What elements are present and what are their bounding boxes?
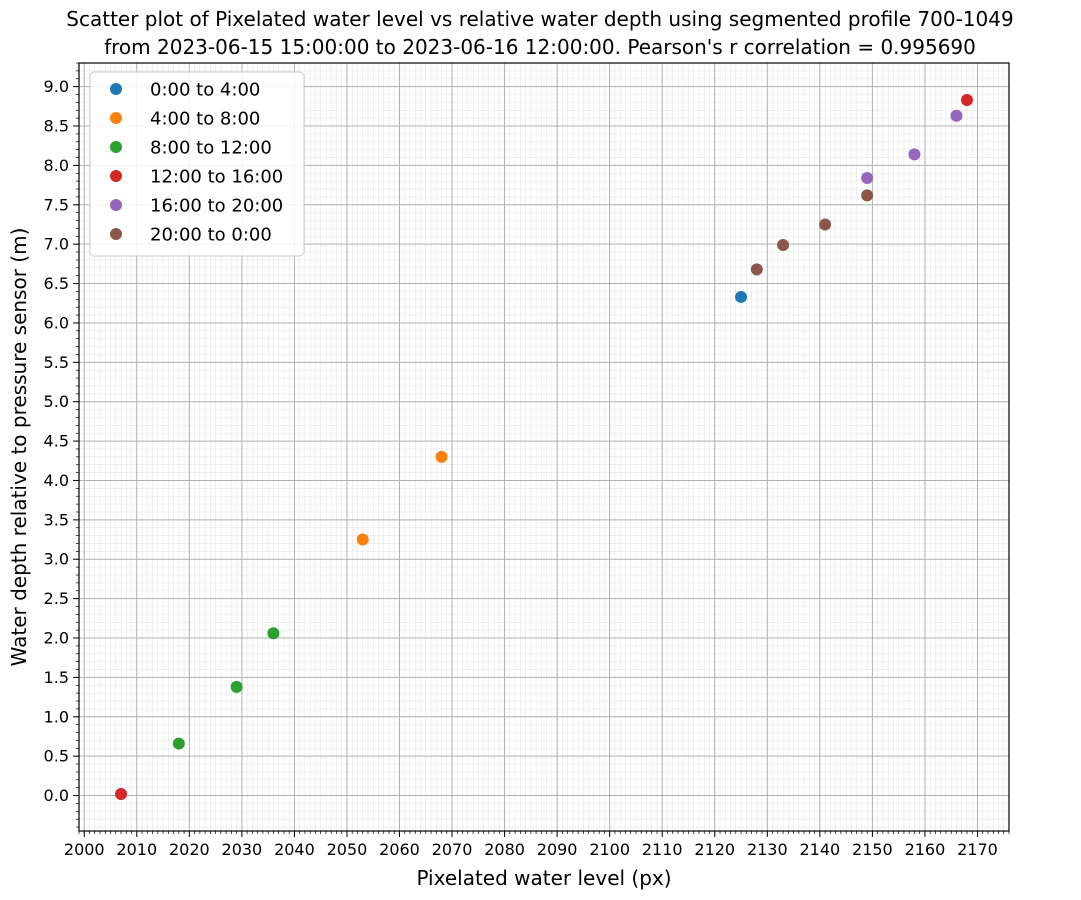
legend-label: 4:00 to 8:00 — [150, 109, 260, 130]
y-tick-label: 8.0 — [44, 156, 69, 175]
legend-label: 12:00 to 16:00 — [150, 167, 283, 188]
x-tick-label: 2120 — [694, 840, 735, 859]
data-point — [777, 238, 790, 251]
x-tick-label: 2130 — [747, 840, 788, 859]
y-tick-label: 7.0 — [44, 235, 69, 254]
x-tick-label: 2050 — [327, 840, 368, 859]
data-point — [435, 450, 448, 463]
legend-label: 8:00 to 12:00 — [150, 138, 272, 159]
y-tick-label: 3.5 — [44, 510, 69, 529]
y-tick-label: 6.0 — [44, 313, 69, 332]
y-tick-label: 4.5 — [44, 432, 69, 451]
data-point — [267, 627, 280, 640]
data-point — [735, 290, 748, 303]
x-tick-label: 2070 — [432, 840, 473, 859]
x-tick-label: 2000 — [64, 840, 105, 859]
x-tick-label: 2110 — [642, 840, 683, 859]
data-point — [356, 533, 369, 546]
legend-box — [89, 71, 305, 257]
legend-entry: 20:00 to 0:00 — [110, 225, 272, 246]
x-tick-label: 2100 — [589, 840, 630, 859]
y-tick-label: 9.0 — [44, 77, 69, 96]
x-axis-label: Pixelated water level (px) — [416, 866, 671, 890]
data-point — [819, 218, 832, 231]
y-tick-label: 5.0 — [44, 392, 69, 411]
data-points — [115, 94, 973, 800]
y-tick-label: 7.5 — [44, 195, 69, 214]
legend-label: 0:00 to 4:00 — [150, 80, 260, 101]
legend: 0:00 to 4:00 4:00 to 8:00 8:00 to 12:00 12:… — [89, 71, 305, 257]
x-tick-label: 2150 — [852, 840, 893, 859]
y-tick-label: 1.0 — [44, 707, 69, 726]
legend-marker — [110, 83, 122, 95]
x-tick-label: 2030 — [222, 840, 263, 859]
x-tick-label: 2080 — [484, 840, 525, 859]
y-tick-label: 2.0 — [44, 629, 69, 648]
legend-label: 16:00 to 20:00 — [150, 196, 283, 217]
x-tick-label: 2060 — [379, 840, 420, 859]
legend-marker — [110, 228, 122, 240]
axis-ticks — [73, 62, 1010, 837]
legend-marker — [110, 199, 122, 211]
y-axis-label: Water depth relative to pressure sensor … — [7, 228, 31, 667]
y-tick-label: 2.5 — [44, 589, 69, 608]
legend-entry: 12:00 to 16:00 — [110, 167, 283, 188]
x-tick-label: 2140 — [799, 840, 840, 859]
legend-entry: 0:00 to 4:00 — [110, 80, 260, 101]
y-tick-label: 0.5 — [44, 747, 69, 766]
x-tick-label: 2020 — [169, 840, 210, 859]
x-tick-labels: 2000 2010 2020 2030 2040 2050 2060 2070 2080 2090… — [64, 840, 998, 859]
legend-marker — [110, 170, 122, 182]
plot-frame — [78, 62, 1010, 832]
y-tick-label: 5.5 — [44, 353, 69, 372]
data-point — [115, 787, 128, 800]
y-tick-label: 4.0 — [44, 471, 69, 490]
y-tick-labels: 0.0 0.5 1.0 1.5 2.0 2.5 3.0 3.5 4.0 4.5 5.0 5.5 6.0 6… — [44, 77, 69, 805]
legend-entry: 8:00 to 12:00 — [110, 138, 272, 159]
legend-label: 20:00 to 0:00 — [150, 225, 272, 246]
x-tick-label: 2160 — [905, 840, 946, 859]
legend-marker — [110, 112, 122, 124]
data-point — [908, 148, 921, 161]
data-point — [172, 737, 185, 750]
x-tick-label: 2090 — [537, 840, 578, 859]
legend-entry: 4:00 to 8:00 — [110, 109, 260, 130]
chart-title-line-2: from 2023-06-15 15:00:00 to 2023-06-16 1… — [104, 35, 976, 59]
y-tick-label: 6.5 — [44, 274, 69, 293]
x-tick-label: 2040 — [274, 840, 315, 859]
legend-entry: 16:00 to 20:00 — [110, 196, 283, 217]
legend-marker — [110, 141, 122, 153]
y-tick-label: 0.0 — [44, 786, 69, 805]
data-point — [861, 189, 874, 202]
data-point — [960, 94, 973, 107]
data-point — [230, 680, 243, 693]
x-tick-label: 2170 — [957, 840, 998, 859]
data-point — [861, 172, 874, 185]
y-tick-label: 8.5 — [44, 117, 69, 136]
x-tick-label: 2010 — [116, 840, 157, 859]
data-point — [950, 109, 963, 122]
data-point — [750, 263, 763, 276]
y-tick-label: 3.0 — [44, 550, 69, 569]
chart-title-line-1: Scatter plot of Pixelated water level vs… — [66, 7, 1013, 31]
y-tick-label: 1.5 — [44, 668, 69, 687]
